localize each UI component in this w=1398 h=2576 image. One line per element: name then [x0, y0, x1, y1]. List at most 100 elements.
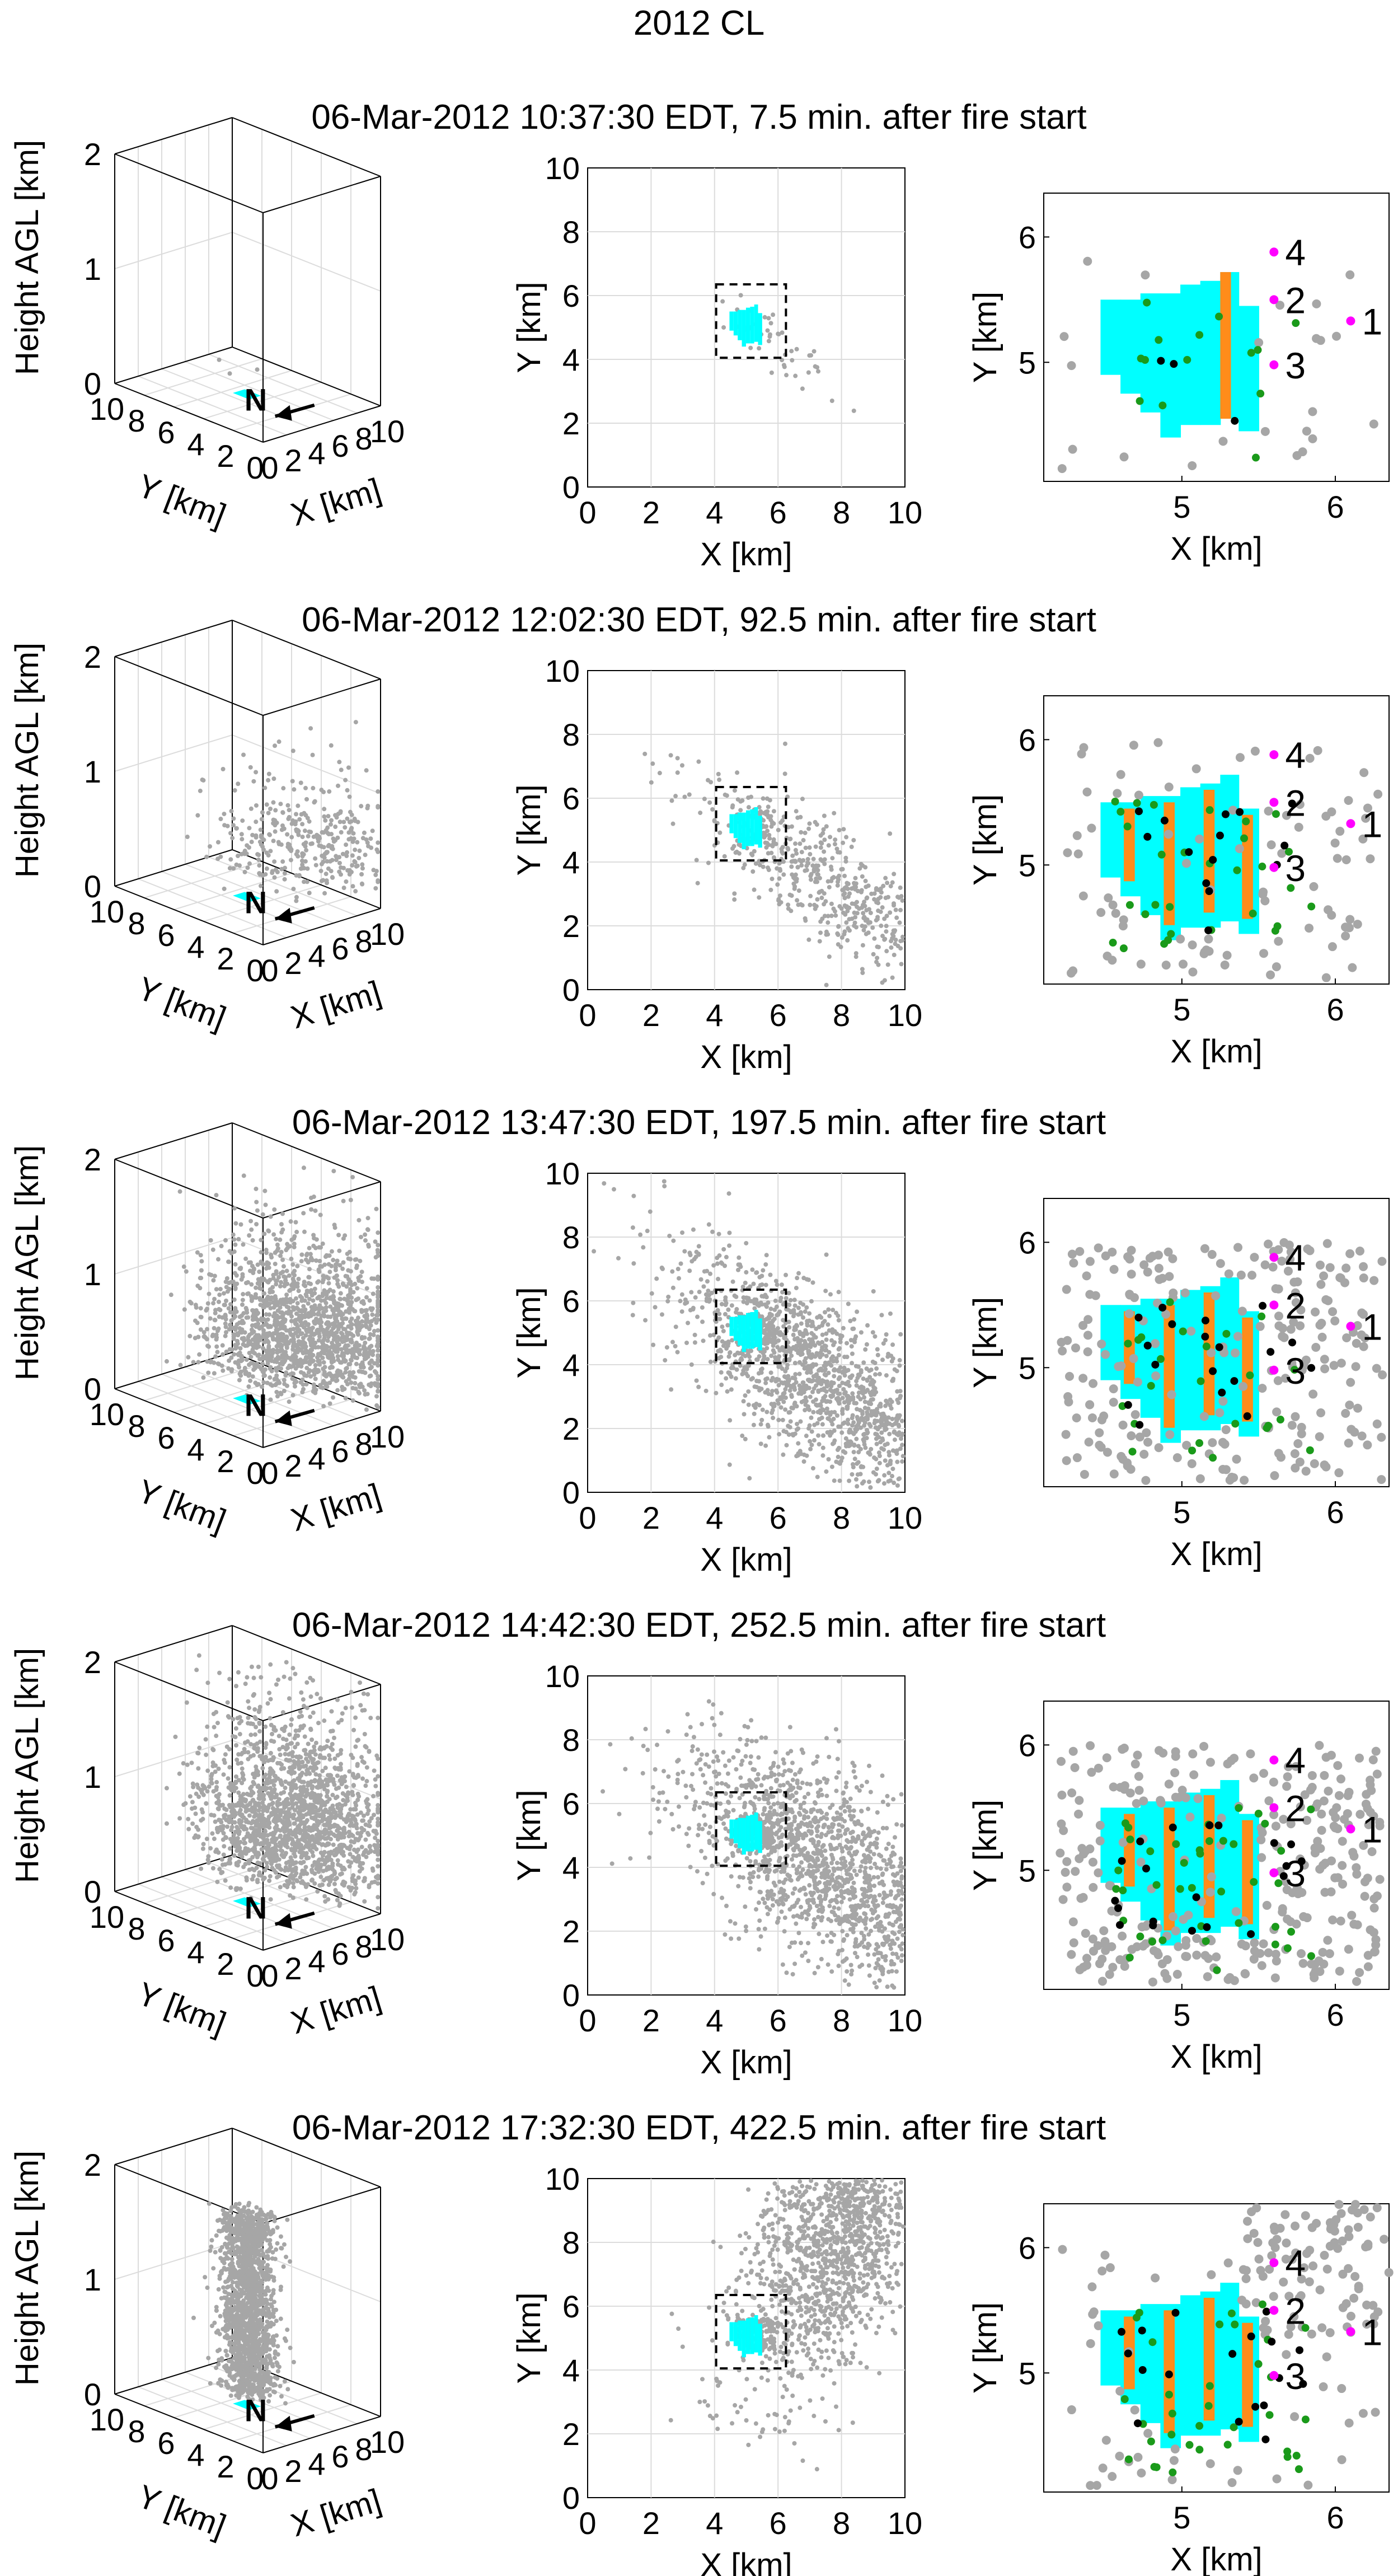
zoom-particle: [1373, 789, 1383, 799]
plume-particle: [769, 1378, 774, 1383]
plan-y-tick-label: 10: [545, 1659, 580, 1694]
particle-3d: [323, 1290, 328, 1295]
zoom-particle: [1151, 1339, 1160, 1348]
particle-3d: [261, 1298, 266, 1303]
particle-3d: [280, 1227, 285, 1232]
particle-3d: [342, 1387, 347, 1392]
particle-3d: [217, 1314, 222, 1319]
plume-particle: [850, 1361, 855, 1366]
particle-3d: [276, 1348, 281, 1353]
zoom-particle: [1344, 795, 1353, 805]
plume-particle: [706, 1830, 711, 1835]
plume-particle: [768, 1272, 773, 1277]
zoom-particle: [1228, 805, 1238, 815]
particle-3d: [259, 1238, 264, 1243]
zoom-particle: [1139, 1449, 1149, 1459]
particle-3d: [299, 1252, 304, 1257]
x-3d-tick-label: 4: [308, 938, 325, 973]
particle-3d: [222, 1303, 227, 1308]
plume-particle: [775, 1326, 780, 1331]
particle-3d: [280, 1270, 285, 1275]
particle-3d: [335, 1354, 340, 1359]
particle-3d: [284, 1353, 289, 1359]
plume-particle: [720, 1339, 725, 1344]
sensor-marker-label: 1: [1362, 301, 1382, 342]
particle-3d: [353, 818, 358, 823]
particle-3d: [241, 1173, 246, 1178]
zoom-green-point: [1125, 901, 1134, 909]
zoom-particle: [1259, 887, 1268, 897]
plume-particle: [728, 1350, 733, 1355]
plume-particle: [804, 1305, 809, 1310]
particle-3d: [262, 1277, 267, 1282]
zoom-green-point: [1197, 1377, 1205, 1385]
plume-particle: [755, 1301, 760, 1306]
zoom-particle: [1321, 1295, 1331, 1304]
zoom-particle: [1164, 1247, 1173, 1257]
plume-particle: [836, 942, 841, 947]
particle-3d: [232, 788, 237, 793]
particle-3d: [294, 873, 299, 878]
particle-3d: [227, 1322, 232, 1327]
plume-particle: [831, 906, 836, 911]
plan-x-tick-label: 0: [579, 1500, 596, 1535]
plan-x-axis-label: X [km]: [700, 2044, 792, 2081]
plume-particle: [764, 845, 769, 850]
particle-3d: [342, 1346, 347, 1351]
plume-particle: [746, 1402, 751, 1407]
zoom-particle: [1222, 950, 1232, 960]
zoom-particle: [1057, 464, 1067, 474]
particle-3d: [231, 1334, 236, 1339]
plume-particle: [858, 1472, 863, 1477]
zoom-particle: [1218, 1464, 1228, 1474]
zoom-particle: [1291, 1412, 1300, 1421]
particle-3d: [274, 1389, 279, 1394]
plume-particle: [770, 843, 775, 848]
zoom-particle: [1109, 1469, 1119, 1479]
particle-3d: [268, 1365, 273, 1370]
particle-3d: [344, 1284, 349, 1289]
particle-3d: [339, 767, 344, 772]
zoom-particle: [1188, 940, 1197, 950]
plume-particle: [720, 1324, 725, 1329]
plume-particle: [824, 1353, 829, 1359]
sensor-marker-3: 3: [1269, 1350, 1306, 1392]
plume-particle: [721, 1328, 726, 1333]
plume-particle: [883, 1338, 888, 1343]
plume-particle: [810, 1280, 815, 1285]
plan-x-tick-label: 8: [833, 2003, 850, 2038]
zoom-particle: [1357, 1431, 1367, 1441]
plume-particle: [783, 1407, 788, 1412]
particle-3d: [260, 810, 265, 815]
particle-3d: [323, 818, 328, 823]
particle-3d: [185, 835, 190, 840]
y-3d-tick-label: 4: [187, 427, 204, 462]
plume-particle: [743, 1436, 748, 1441]
panel-title: 06-Mar-2012 10:37:30 EDT, 7.5 min. after…: [311, 98, 1086, 137]
plan-x-axis-label: X [km]: [700, 1039, 792, 1075]
particle-3d: [268, 849, 273, 854]
particle-3d: [353, 1381, 358, 1386]
particle-3d: [337, 819, 343, 825]
plume-particle: [848, 1440, 853, 1445]
zoom-particle: [1355, 1246, 1364, 1256]
x-3d-tick-label: 4: [308, 1441, 325, 1476]
particle-3d: [256, 1277, 261, 1282]
zoom-particle: [1101, 1350, 1110, 1359]
y-3d-tick-label: 2: [217, 438, 234, 474]
sensor-marker-label: 4: [1285, 1237, 1306, 1278]
plume-particle: [781, 1318, 786, 1323]
z-3d-tick-label: 0: [84, 869, 101, 904]
zoom-particle: [1109, 1264, 1119, 1274]
plume-particle: [815, 897, 820, 902]
plume-particle: [723, 1303, 728, 1308]
plume-particle: [828, 1399, 833, 1404]
plume-particle: [732, 788, 737, 793]
particle-3d: [214, 1193, 219, 1198]
plume-particle: [811, 1333, 816, 1338]
particle-3d: [271, 1305, 276, 1310]
particle-3d: [353, 720, 358, 725]
zoom-particle: [1274, 1449, 1283, 1458]
plume-particle: [853, 875, 858, 880]
zoom-black-point: [1185, 848, 1193, 856]
